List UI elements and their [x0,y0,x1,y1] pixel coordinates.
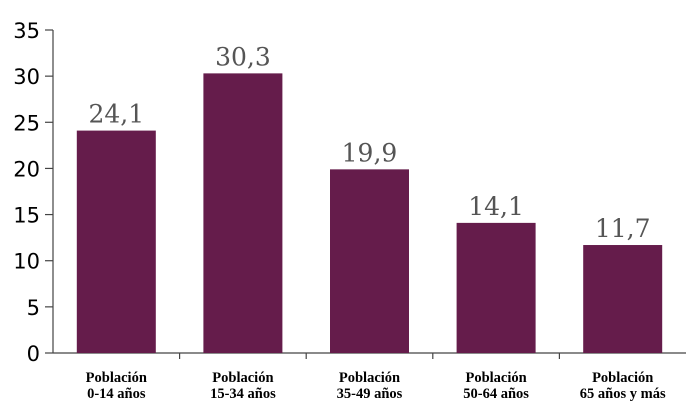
y-tick-label: 25 [13,111,40,135]
y-tick-label: 15 [13,204,40,228]
data-label: 14,1 [468,192,524,221]
y-tick-label: 5 [27,296,40,320]
data-label: 11,7 [595,214,651,243]
bar [76,130,156,353]
data-label: 19,9 [342,138,398,167]
data-label: 24,1 [88,100,144,129]
data-label: 30,3 [215,42,271,71]
category-label: Población [212,370,273,386]
y-tick-label: 10 [13,250,40,274]
y-tick-label: 0 [27,342,40,366]
data-labels: 24,1 30,3 19,9 14,1 11,7 [88,42,650,243]
bar [330,169,409,353]
category-label: Población [592,370,653,386]
bar [456,222,536,353]
bar [203,73,283,354]
category-label: Población [86,370,147,386]
category-label: Población [339,370,400,386]
bar [583,245,663,353]
y-axis: 0 5 10 15 20 25 30 35 [13,19,54,366]
category-label: 35-49 años [337,386,403,402]
y-tick-label: 30 [13,65,40,89]
y-tick-label: 35 [13,19,40,43]
y-tick-label: 20 [13,157,40,181]
category-label: 15-34 años [210,386,276,402]
category-label: 0-14 años [87,386,146,402]
bars [76,73,663,354]
x-axis [53,352,686,359]
category-label: Población [465,370,526,386]
category-label: 50-64 años [463,386,529,402]
category-label: 65 años y más [580,386,666,402]
